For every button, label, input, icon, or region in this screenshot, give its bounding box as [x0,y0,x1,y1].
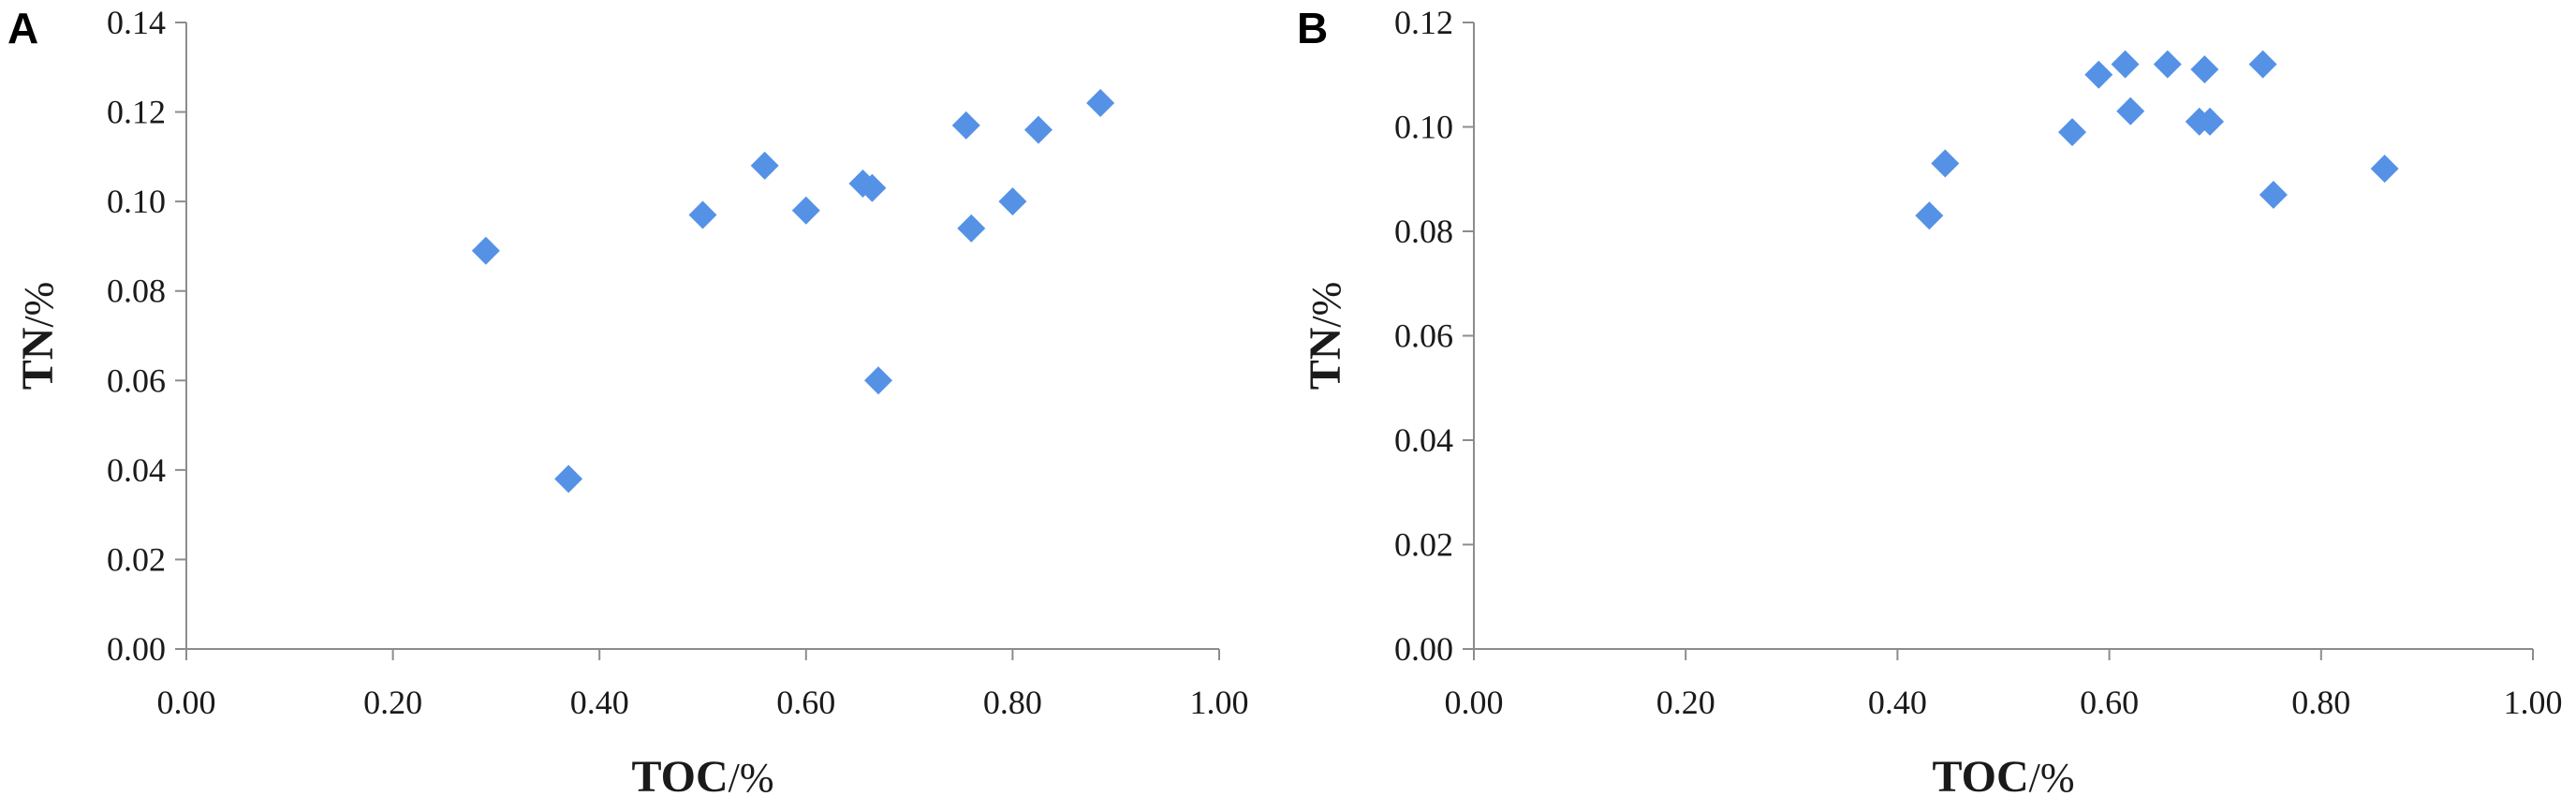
x-tick-label: 0.40 [1868,684,1927,721]
x-axis-title: TOC/% [631,752,773,802]
y-axis-title-unit: /% [16,282,62,328]
data-point [951,111,980,140]
data-point [2190,55,2219,84]
x-tick-label: 1.00 [2504,684,2563,721]
y-axis-title: TN/% [1301,282,1350,391]
y-tick-label: 0.08 [107,273,166,310]
data-point [858,173,887,202]
y-axis-title: TN/% [13,282,63,391]
data-point [1915,201,1944,230]
data-point [2370,155,2399,184]
x-tick-label: 0.00 [157,684,216,721]
data-point [791,196,820,225]
y-tick-label: 0.10 [107,183,166,220]
data-point [688,200,717,229]
x-axis-title-main: TOC [1932,752,2028,802]
data-point [554,464,583,494]
panel-label: A [7,4,38,52]
data-point [1023,115,1052,144]
y-tick-label: 0.10 [1394,109,1453,146]
y-tick-label: 0.12 [1394,4,1453,41]
x-tick-label: 0.20 [363,684,422,721]
data-point [998,187,1027,216]
y-tick-label: 0.04 [107,451,166,489]
x-tick-label: 0.40 [570,684,629,721]
y-axis-title-main: TN [1301,327,1350,390]
y-axis-title-unit: /% [1303,282,1349,328]
x-tick-label: 0.80 [983,684,1042,721]
x-axis-title-unit: /% [729,755,774,801]
data-point [2248,50,2277,79]
data-point [750,151,779,180]
data-point [957,214,986,243]
y-tick-label: 0.06 [1394,317,1453,355]
data-point [1086,89,1115,118]
data-point [2259,180,2288,209]
data-point [2116,96,2145,125]
data-point [864,366,893,395]
x-axis-title-main: TOC [631,752,728,802]
y-axis-title-main: TN [13,327,63,390]
y-tick-label: 0.04 [1394,421,1453,459]
data-point [2196,107,2225,136]
data-point [2111,50,2140,79]
x-tick-label: 0.60 [776,684,835,721]
y-tick-label: 0.12 [107,94,166,131]
y-tick-label: 0.06 [107,361,166,399]
chart-panel-a: A 0.00 0.02 0.04 0.06 0.08 0.10 0.12 0.14 0.00 0.2… [7,4,1249,802]
y-tick-label: 0.02 [107,540,166,578]
data-point [2084,60,2113,89]
chart-panel-b: B 0.00 0.02 0.04 0.06 0.08 0.10 0.12 0.00 0.20 0.4… [1297,4,2563,802]
y-tick-label: 0.08 [1394,213,1453,250]
x-tick-label: 0.80 [2291,684,2350,721]
x-tick-label: 0.20 [1656,684,1715,721]
data-point [471,236,500,265]
data-point [1931,149,1960,178]
x-axis-title: TOC/% [1932,752,2074,802]
x-tick-label: 1.00 [1190,684,1249,721]
y-tick-label: 0.00 [107,630,166,668]
y-tick-label: 0.14 [107,4,166,41]
panel-label: B [1297,4,1328,52]
x-axis-title-unit: /% [2029,755,2075,801]
y-tick-label: 0.02 [1394,526,1453,564]
y-tick-label: 0.00 [1394,630,1453,668]
x-tick-label: 0.60 [2080,684,2139,721]
data-point [2153,50,2182,79]
data-point [2058,118,2087,147]
x-tick-label: 0.00 [1445,684,1504,721]
